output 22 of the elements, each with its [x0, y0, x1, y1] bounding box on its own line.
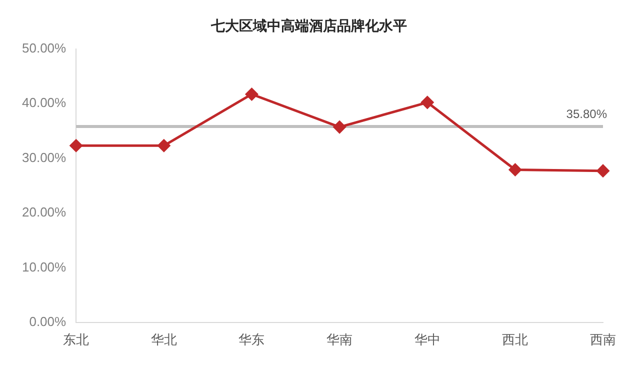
x-tick-label: 华南 [326, 332, 353, 347]
point [70, 139, 82, 152]
point [508, 163, 522, 176]
x-tick-label: 华中 [414, 332, 440, 347]
y-tick-label: 20.00% [22, 204, 67, 220]
ref-line-label: 35.80% [566, 106, 608, 121]
x-tick-label: 华东 [238, 332, 265, 347]
x-tick-label: 华北 [150, 332, 177, 347]
y-tick-label: 30.00% [22, 150, 67, 165]
point [596, 164, 610, 178]
y-tick-label: 10.00% [22, 259, 67, 274]
y-tick-label: 0.00% [29, 314, 67, 329]
x-tick-label: 西南 [590, 332, 616, 347]
chart-title: 七大区域中高端酒店品牌化水平 [210, 17, 407, 34]
point [421, 96, 434, 109]
x-tick-label: 东北 [63, 332, 90, 347]
y-tick-label: 40.00% [22, 95, 67, 110]
y-tick-label: 50.00% [22, 40, 67, 56]
x-tick-label: 西北 [502, 332, 528, 347]
point [245, 88, 258, 100]
point [333, 120, 346, 134]
point [158, 139, 170, 152]
